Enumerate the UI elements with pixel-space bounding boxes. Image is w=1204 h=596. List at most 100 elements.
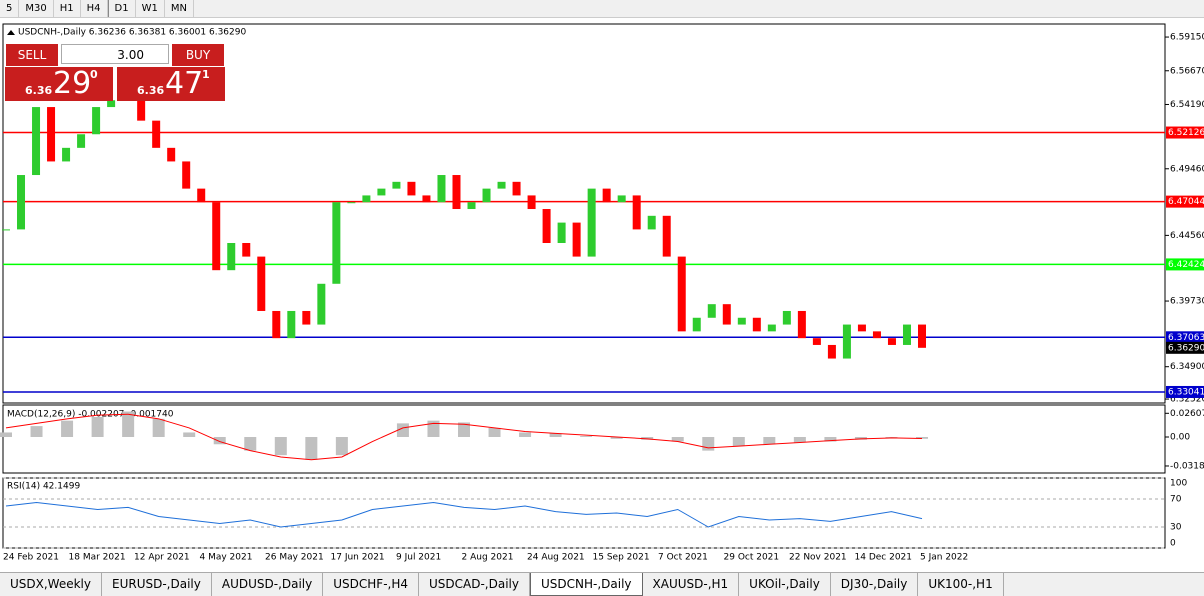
chart-tab[interactable]: AUDUSD-,Daily [212,573,324,596]
lots-input[interactable]: 3.00 [61,44,169,64]
candle [767,324,776,332]
macd-bar [183,432,196,437]
timeframe-button[interactable]: H4 [81,0,108,17]
price-big: 6.36 [25,84,53,97]
y-tick-label: 6.54190 [1170,100,1204,110]
chart-tab[interactable]: USDCNH-,Daily [529,573,643,596]
candle [572,222,581,257]
macd-bar [671,437,684,442]
candle [392,181,401,189]
candle [887,338,896,345]
macd-bar [152,418,165,437]
timeframe-toolbar: 5 M30 H1 H4 D1 W1 MN [0,0,1204,18]
macd-bar [91,417,104,437]
x-tick-label: 29 Oct 2021 [724,553,780,563]
timeframe-button[interactable]: MN [165,0,194,17]
candle [77,134,86,148]
candle [377,188,386,196]
chart-tab[interactable]: EURUSD-,Daily [102,573,212,596]
y-tick-label: 0.02607 [1170,409,1204,419]
buy-button[interactable]: BUY [171,43,225,67]
buy-price[interactable]: 6.36 47 1 [117,67,225,101]
chart-title: USDCNH-,Daily 6.36236 6.36381 6.36001 6.… [18,28,246,38]
candle [272,310,281,339]
sell-button[interactable]: SELL [5,43,59,67]
chart-tab[interactable]: USDCHF-,H4 [323,573,419,596]
candle [677,256,686,332]
candle [32,107,41,176]
candle [707,304,716,318]
macd-bar [335,437,348,456]
candle [842,324,851,359]
last-price-bg [1166,341,1204,354]
sell-price[interactable]: 6.36 29 0 [5,67,113,101]
level-label-bg [1166,195,1204,208]
macd-bar [0,432,12,437]
chart-tab[interactable]: UK100-,H1 [918,573,1004,596]
price-big: 6.36 [137,84,165,97]
chart-tab[interactable]: DJ30-,Daily [831,573,919,596]
price-sup: 1 [202,68,210,81]
candle [662,215,671,257]
macd-panel [2,404,1166,474]
x-tick-label: 15 Sep 2021 [593,553,650,563]
candle [242,242,251,257]
candle [542,209,551,243]
timeframe-button[interactable]: W1 [136,0,165,17]
timeframe-button[interactable]: 5 [0,0,20,17]
macd-bar [916,437,928,439]
macd-bar [274,437,287,456]
candle [92,107,101,135]
macd-bar [244,437,257,451]
chart-tab[interactable]: XAUUSD-,H1 [643,573,740,596]
candle [437,175,446,203]
candle [797,310,806,339]
level-label: 6.33041 [1168,387,1204,397]
x-tick-label: 2 Aug 2021 [462,553,514,563]
macd-bar [763,437,776,445]
candle [347,202,356,204]
y-tick-label: 0 [1170,539,1176,549]
timeframe-button[interactable]: H1 [54,0,81,17]
candle [212,202,221,271]
x-tick-label: 12 Apr 2021 [134,553,190,563]
macd-bar [702,437,715,451]
chart-tab[interactable]: UKOil-,Daily [739,573,831,596]
candle [182,161,191,189]
macd-bar [122,411,135,437]
rsi-title: RSI(14) 42.1499 [7,482,80,492]
level-label-bg [1166,126,1204,139]
candle [872,331,881,339]
candle [557,222,566,243]
level-label: 6.42424 [1168,260,1204,270]
timeframe-button[interactable]: M30 [19,0,54,17]
level-label: 6.37063 [1168,333,1204,343]
y-tick-label: 6.49460 [1170,164,1204,174]
candle [422,195,431,203]
chart-tab[interactable]: USDCAD-,Daily [419,573,530,596]
candle [467,202,476,210]
timeframe-button[interactable]: D1 [107,0,136,17]
chart-tabs: USDX,Weekly EURUSD-,Daily AUDUSD-,Daily USD… [0,572,1204,596]
candle [602,188,611,203]
candle [407,181,416,196]
level-label-bg [1166,385,1204,398]
y-tick-label: 6.44560 [1170,231,1204,241]
candle [2,229,10,231]
x-tick-label: 7 Oct 2021 [658,553,708,563]
x-tick-label: 14 Dec 2021 [855,553,913,563]
x-tick-label: 17 Jun 2021 [331,553,385,563]
candle [752,317,761,332]
candle [632,195,641,230]
y-tick-label: 0.00 [1170,433,1190,443]
level-label: 6.47044 [1168,197,1204,207]
level-label-bg [1166,258,1204,271]
chart-tab[interactable]: USDX,Weekly [0,573,102,596]
level-label-bg [1166,331,1204,344]
y-tick-label: 100 [1170,479,1187,489]
y-tick-label: 6.32520 [1170,395,1204,405]
candle [167,147,176,162]
candle [722,304,731,325]
x-tick-label: 18 Mar 2021 [69,553,126,563]
